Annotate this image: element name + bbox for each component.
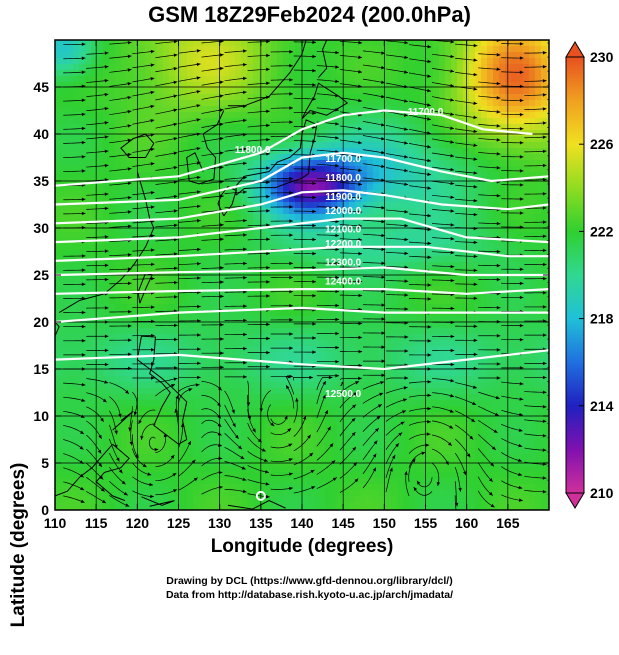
y-tick-label: 45 [33, 79, 49, 95]
x-tick-label: 150 [373, 515, 397, 531]
credit-drawing: Drawing by DCL (https://www.gfd-dennou.o… [0, 575, 619, 587]
contour-label: 11800.0 [235, 145, 271, 156]
y-tick-label: 15 [33, 361, 49, 377]
wind-arrow [289, 36, 293, 39]
colorbar-tick-label: 222 [590, 223, 614, 239]
contour-label: 11700.0 [408, 107, 444, 118]
wind-arrow [243, 36, 247, 39]
contour-label: 12300.0 [325, 258, 362, 269]
x-tick-label: 165 [496, 515, 520, 531]
y-tick-label: 35 [33, 173, 49, 189]
colorbar: 230 226 222 218 214 210 [566, 42, 614, 508]
streamline [179, 37, 201, 39]
y-tick-label: 0 [41, 502, 49, 518]
streamline [363, 37, 385, 39]
y-tick-label: 40 [33, 126, 49, 142]
contour-label: 11900.0 [325, 192, 361, 203]
colorbar-tick-label: 230 [590, 49, 614, 65]
wind-arrow [197, 36, 201, 39]
colorbar-max-triangle [566, 42, 584, 57]
colorbar-tick-label: 218 [590, 311, 614, 327]
x-tick-label: 130 [208, 515, 232, 531]
y-tick-label: 10 [33, 408, 49, 424]
x-tick-label: 145 [331, 515, 355, 531]
x-tick-label: 125 [167, 515, 191, 531]
x-tick-label: 160 [455, 515, 479, 531]
streamline [225, 37, 247, 38]
x-tick-label: 155 [414, 515, 438, 531]
colorbar-tick-label: 226 [590, 136, 614, 152]
credit-data-source: Data from http://database.rish.kyoto-u.a… [0, 589, 619, 601]
x-tick-label: 135 [249, 515, 273, 531]
colorbar-tick-label: 210 [590, 485, 614, 501]
y-tick-label: 25 [33, 267, 49, 283]
colorbar-scale [566, 57, 584, 493]
contour-label: 12000.0 [325, 206, 362, 217]
colorbar-min-triangle [566, 493, 584, 508]
x-tick-label: 140 [290, 515, 314, 531]
wind-arrow [566, 40, 570, 43]
x-axis-label: Longitude (degrees) [55, 536, 549, 558]
y-tick-label: 20 [33, 314, 49, 330]
contour-label: 11800.0 [325, 173, 361, 184]
contour-label: 12400.0 [325, 276, 362, 287]
contour-label: 12200.0 [325, 239, 362, 250]
streamline [317, 37, 339, 38]
contour-label: 12100.0 [325, 225, 362, 236]
x-tick-label: 115 [85, 515, 108, 531]
contour-label: 11700.0 [325, 154, 361, 165]
y-tick-label: 30 [33, 220, 49, 236]
y-axis-label: Latitude (degrees) [8, 435, 32, 655]
weather-map: 11700.0 11800.0 11900.0 12000.0 12100.0 12200… [0, 0, 619, 605]
x-tick-label: 120 [126, 515, 150, 531]
contour-label: 12500.0 [325, 389, 362, 400]
y-tick-label: 5 [41, 455, 49, 471]
colorbar-tick-label: 214 [590, 398, 614, 414]
streamline [547, 42, 569, 43]
